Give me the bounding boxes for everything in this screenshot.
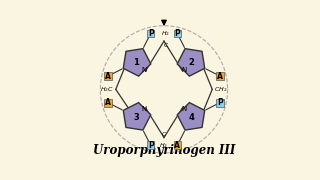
- Polygon shape: [177, 103, 205, 130]
- FancyBboxPatch shape: [104, 72, 112, 80]
- Text: P: P: [148, 141, 154, 150]
- Text: P: P: [217, 98, 223, 107]
- Text: 1: 1: [133, 58, 139, 67]
- Text: $H_2C$: $H_2C$: [100, 85, 114, 94]
- Text: 2: 2: [189, 58, 195, 67]
- FancyBboxPatch shape: [104, 99, 112, 107]
- Text: A: A: [105, 71, 111, 80]
- FancyBboxPatch shape: [147, 141, 155, 149]
- Text: $CH_2$: $CH_2$: [214, 85, 227, 94]
- FancyBboxPatch shape: [147, 30, 155, 37]
- Text: N: N: [181, 106, 186, 112]
- Polygon shape: [123, 49, 151, 76]
- FancyBboxPatch shape: [173, 141, 181, 149]
- Text: $H_2$: $H_2$: [161, 29, 170, 38]
- Text: 3: 3: [133, 113, 139, 122]
- Polygon shape: [123, 103, 151, 130]
- Text: Uroporphyrinogen III: Uroporphyrinogen III: [93, 145, 235, 158]
- Text: P: P: [174, 29, 180, 38]
- Text: A: A: [174, 141, 180, 150]
- Text: N: N: [142, 67, 147, 73]
- Text: $H_2$: $H_2$: [159, 141, 169, 150]
- Text: P: P: [148, 29, 154, 38]
- Text: A: A: [105, 98, 111, 107]
- Text: A: A: [217, 71, 223, 80]
- Text: N: N: [142, 106, 147, 112]
- FancyBboxPatch shape: [216, 99, 224, 107]
- Text: C: C: [163, 43, 168, 48]
- FancyBboxPatch shape: [173, 30, 181, 37]
- Polygon shape: [177, 49, 205, 76]
- FancyBboxPatch shape: [216, 72, 224, 80]
- Text: C: C: [162, 132, 166, 137]
- Text: 4: 4: [189, 113, 195, 122]
- Text: N: N: [181, 67, 186, 73]
